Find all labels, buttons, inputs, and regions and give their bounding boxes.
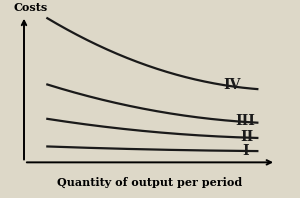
- Text: III: III: [235, 114, 255, 128]
- Text: Costs: Costs: [14, 2, 48, 13]
- Text: Quantity of output per period: Quantity of output per period: [57, 177, 243, 188]
- Text: I: I: [242, 144, 249, 158]
- Text: IV: IV: [224, 78, 241, 92]
- Text: II: II: [240, 130, 253, 144]
